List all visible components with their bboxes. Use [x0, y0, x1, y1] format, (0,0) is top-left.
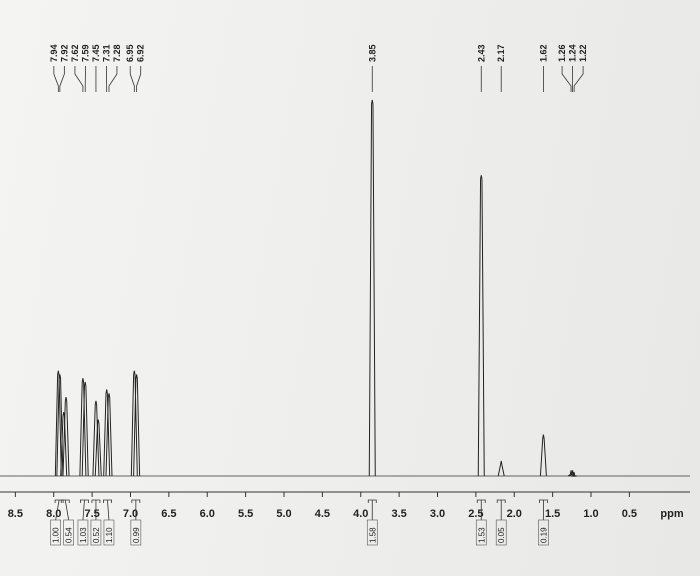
peak-label-leader	[108, 66, 118, 92]
peak	[130, 370, 138, 477]
x-tick-label: 8.0	[46, 508, 61, 520]
peak	[79, 378, 87, 477]
x-tick-label: 3.5	[391, 508, 406, 520]
peak-label: 7.92	[59, 44, 69, 62]
integral-box	[130, 519, 142, 546]
integral-bracket	[60, 499, 70, 521]
integral-bracket	[131, 499, 141, 520]
integral-box	[495, 519, 507, 546]
peak-label: 6.92	[136, 44, 146, 62]
integral-bracket	[54, 499, 64, 521]
x-tick-label: 2.0	[507, 508, 522, 520]
integral-bracket	[496, 499, 506, 520]
peak-label-leader	[129, 66, 135, 92]
x-tick-label: 7.5	[84, 508, 99, 520]
peak	[56, 374, 64, 477]
x-tick-label: 4.5	[315, 508, 330, 520]
integral-box	[538, 519, 549, 546]
peak-label: 7.45	[91, 44, 101, 62]
integral-box	[103, 519, 115, 546]
peak-label-leader	[561, 66, 572, 92]
x-tick-label: 8.5	[8, 508, 23, 520]
integral-box	[50, 519, 61, 546]
peak	[567, 470, 575, 477]
peak-label: 1.26	[557, 44, 567, 62]
integral-box	[366, 519, 378, 546]
peak	[60, 411, 68, 477]
integral-bracket	[367, 499, 377, 520]
peak	[133, 374, 141, 477]
peak	[54, 370, 62, 477]
peak-label: 7.62	[70, 44, 80, 62]
x-tick-label: 4.0	[353, 508, 368, 520]
peak-label: 1.62	[538, 44, 548, 62]
peak	[62, 396, 70, 477]
integral-label: 1.00	[52, 527, 61, 543]
peak-label: 3.85	[367, 44, 377, 62]
peak-label: 7.31	[101, 44, 111, 62]
peak-label: 7.94	[49, 44, 59, 62]
peak	[497, 460, 505, 477]
peak-label-leader	[74, 66, 84, 92]
integral-label: 1.10	[105, 527, 114, 543]
peak	[94, 419, 102, 477]
x-tick-label: 7.0	[123, 508, 138, 520]
integral-box	[475, 519, 487, 546]
x-tick-label: 0.5	[622, 508, 637, 520]
integral-label: 0.19	[539, 527, 548, 543]
integral-label: 0.54	[65, 527, 74, 543]
peak-label: 2.43	[476, 44, 486, 62]
integral-label: 1.58	[368, 527, 377, 543]
x-tick-label: 6.5	[161, 508, 176, 520]
integral-label: 0.05	[497, 527, 506, 543]
integral-box	[90, 519, 102, 546]
x-tick-label: 5.0	[276, 508, 291, 520]
peak	[105, 393, 113, 477]
peak	[539, 434, 547, 477]
integral-bracket	[539, 499, 548, 520]
peak-label: 1.24	[568, 44, 578, 62]
peak-label: 7.59	[80, 44, 90, 62]
integral-box	[77, 519, 89, 546]
peak-label: 2.17	[496, 44, 506, 62]
peak-label-leader	[573, 66, 584, 92]
integral-label: 0.52	[92, 527, 101, 543]
integral-box	[63, 519, 74, 546]
x-tick-label: 3.0	[430, 508, 445, 520]
x-tick-label: 1.0	[583, 508, 598, 520]
integral-bracket	[103, 499, 112, 521]
peak	[368, 99, 376, 477]
x-tick-label: 1.5	[545, 508, 560, 520]
integral-label: 0.99	[132, 527, 141, 543]
integral-label: 1.03	[79, 527, 88, 543]
peak-label-leader	[136, 66, 142, 92]
integral-bracket	[91, 499, 101, 520]
peak-label-leader	[53, 66, 59, 92]
peak-label: 6.95	[125, 44, 135, 62]
peak-label-leader	[59, 66, 65, 92]
integral-bracket	[80, 499, 89, 521]
peak-label: 1.22	[578, 44, 588, 62]
peak	[81, 381, 89, 477]
peak	[103, 389, 111, 477]
x-tick-label: 2.5	[468, 508, 483, 520]
peak	[477, 175, 485, 477]
integral-bracket	[476, 499, 486, 520]
x-axis-label: ppm	[660, 508, 683, 520]
x-tick-label: 6.0	[200, 508, 215, 520]
x-tick-label: 5.5	[238, 508, 253, 520]
peak	[571, 472, 578, 477]
integral-label: 1.53	[477, 527, 486, 543]
peak-label: 7.28	[112, 44, 122, 62]
